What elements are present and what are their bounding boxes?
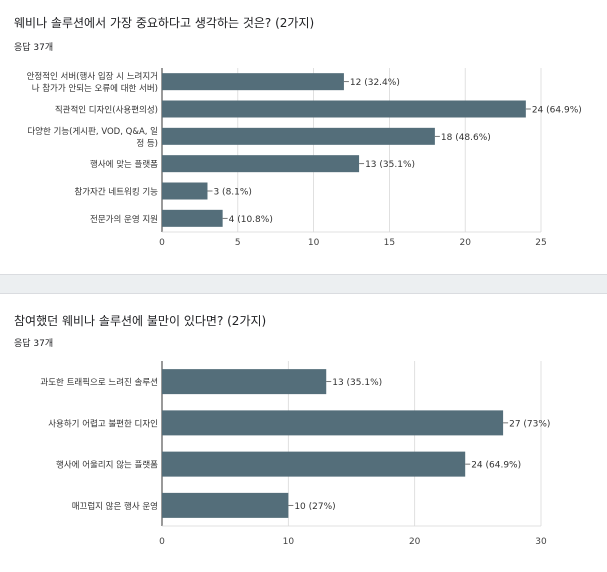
tick-label: 25 [535,238,546,248]
data-label: 4 (10.8%) [229,215,273,225]
data-label: 13 (35.1%) [332,378,382,388]
data-label: 3 (8.1%) [213,188,251,198]
bar [162,73,344,91]
category-label: 매끄럽지 않은 행사 운영 [72,501,158,512]
bar [162,410,504,436]
question-card-1: 웨비나 솔루션에서 가장 중요하다고 생각하는 것은? (2가지) 응답 37개… [0,0,607,274]
category-label: 행사에 맞는 플랫폼 [90,159,158,170]
tick-label: 20 [409,537,421,547]
bar [162,492,289,518]
bar-chart-importance: 0 5 10 15 20 25 12 (32.4%) 안정적인 서버(행사 입장 시 느려지거… [27,68,582,248]
tick-label: 20 [459,238,471,248]
question-title: 웨비나 솔루션에서 가장 중요하다고 생각하는 것은? (2가지) [14,16,315,30]
category-label: 과도한 트래픽으로 느려진 솔루션 [40,377,158,388]
category-label: 참가자간 네트워킹 기능 [74,187,158,198]
data-label: 18 (48.6%) [441,133,491,143]
category-label: 직관적인 디자인(사용편의성) [55,105,158,116]
question-title: 참여했던 웨비나 솔루션에 불만이 있다면? (2가지) [14,314,267,328]
category-label: 전문가의 운영 지원 [90,214,158,225]
bar [162,209,223,227]
data-label: 27 (73%) [509,419,550,429]
tick-label: 30 [535,537,547,547]
data-label: 12 (32.4%) [350,78,400,88]
tick-label: 0 [159,537,165,547]
bar-chart-complaints: 0 10 20 30 13 (35.1%) 과도한 트래픽으로 느려진 솔루션 27 (73… [40,361,550,547]
data-label: 10 (27%) [294,502,335,512]
data-label: 13 (35.1%) [365,160,415,170]
question-card-2: 참여했던 웨비나 솔루션에 불만이 있다면? (2가지) 응답 37개 0 10 2… [0,294,607,572]
response-count: 응답 37개 [14,339,54,349]
response-count: 응답 37개 [14,43,54,53]
tick-label: 0 [159,238,165,248]
bar [162,100,526,118]
tick-label: 10 [308,238,320,248]
tick-label: 10 [283,537,295,547]
bar [162,369,327,395]
category-label: 행사에 어울리지 않는 플랫폼 [56,460,158,471]
bar [162,451,466,477]
tick-label: 15 [384,238,395,248]
card-separator [0,274,607,294]
tick-label: 5 [235,238,241,248]
bar [162,127,435,145]
data-label: 24 (64.9%) [532,106,582,116]
category-label: 안정적인 서버(행사 입장 시 느려지거 나 참가가 안되는 오류에 대한 서버) [27,71,158,94]
bar [162,155,360,173]
bar [162,182,208,200]
data-label: 24 (64.9%) [471,461,521,471]
category-label: 사용하기 어렵고 불편한 디자인 [48,418,158,429]
